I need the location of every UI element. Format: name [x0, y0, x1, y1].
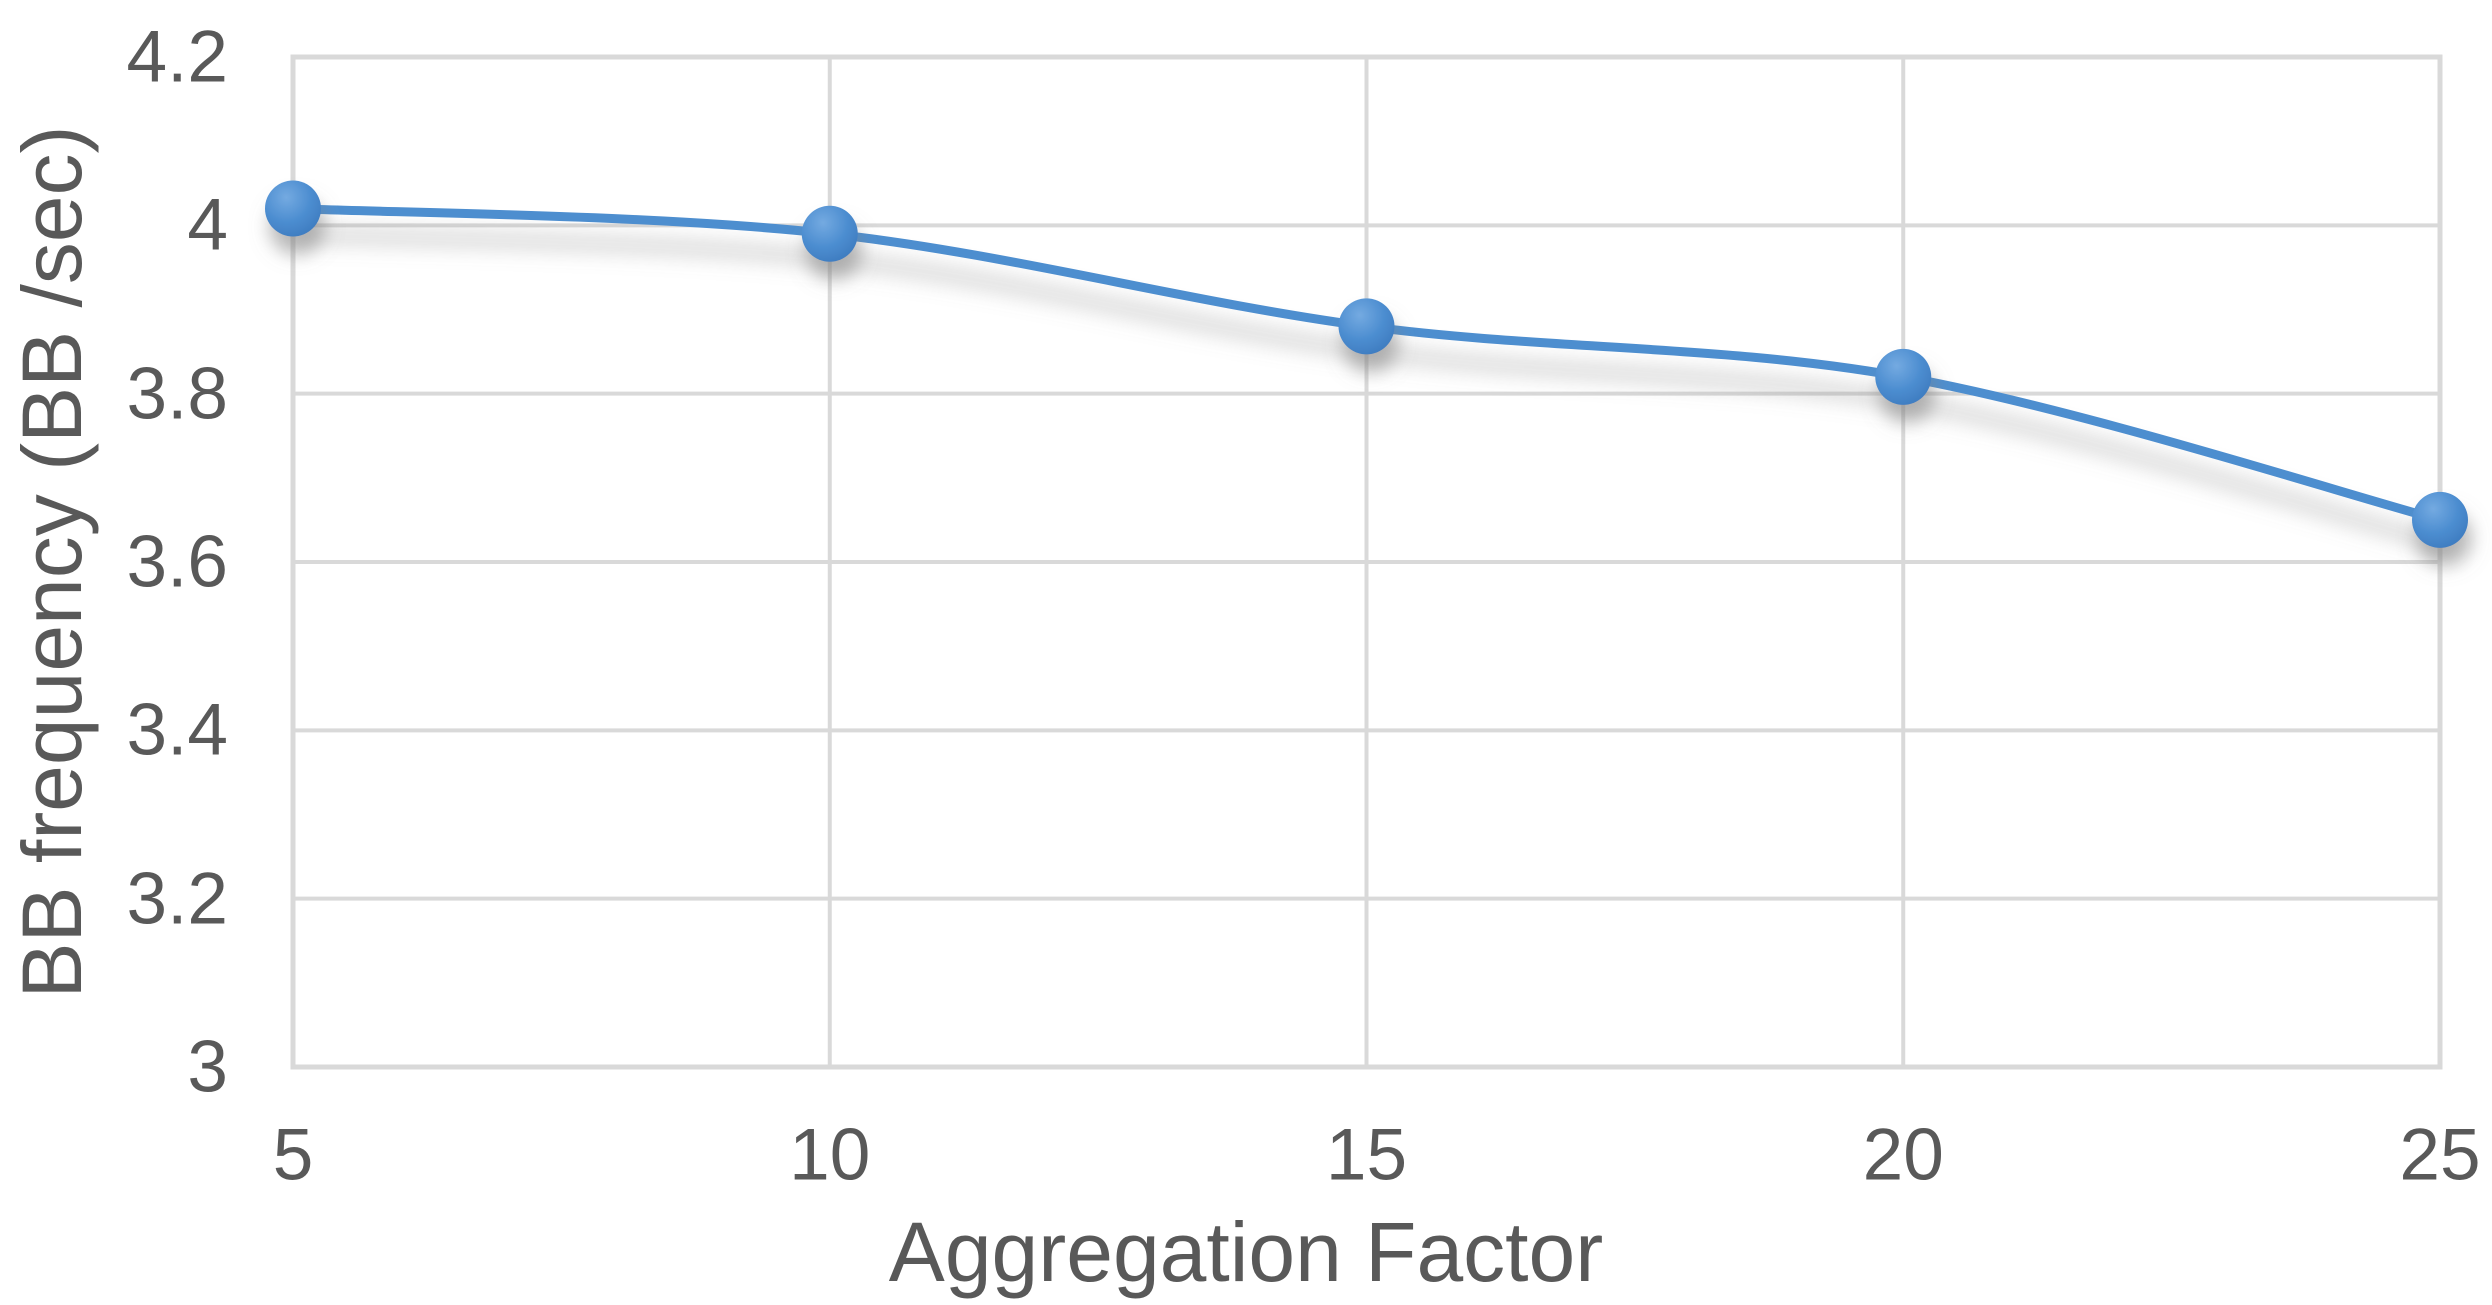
data-point-marker: [1338, 298, 1395, 355]
y-axis-title: BB frequency (BB /sec): [5, 125, 99, 999]
data-point-marker: [2412, 491, 2468, 548]
data-point-marker: [265, 180, 321, 237]
data-point-marker: [801, 205, 858, 262]
plot-border: [290, 54, 2443, 1070]
x-axis-title: Aggregation Factor: [888, 1205, 1604, 1299]
data-point-marker: [1875, 348, 1932, 405]
